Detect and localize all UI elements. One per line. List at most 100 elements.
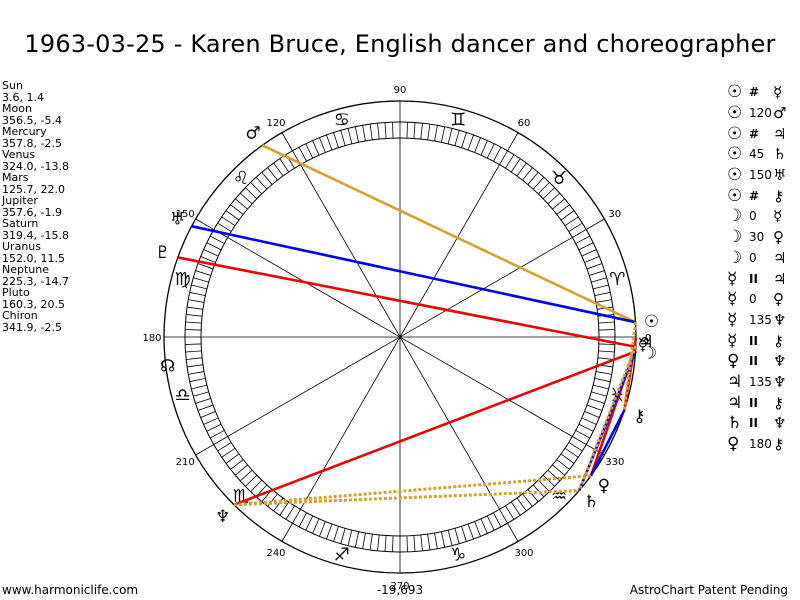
degree-tick — [354, 531, 360, 548]
aspect-planet1-glyph: ☉ — [727, 165, 743, 186]
zodiac-aries-icon: ♈ — [609, 269, 625, 290]
degree-tick — [586, 263, 603, 270]
aspect-symbol: II — [749, 333, 758, 348]
planet-coordinates: 152.0, 11.5 — [2, 251, 65, 265]
planet-entry: Jupiter 357.6, -1.9 — [2, 195, 69, 218]
degree-label: 210 — [176, 457, 195, 468]
degree-tick — [189, 291, 206, 297]
aspect-planet2-glyph: ♆ — [773, 414, 787, 433]
degree-tick — [542, 187, 555, 200]
degree-tick — [369, 534, 373, 550]
aspect-line — [577, 345, 638, 492]
degree-tick — [572, 436, 587, 445]
degree-tick — [510, 158, 521, 173]
degree-tick — [326, 523, 333, 540]
aspect-line — [191, 224, 636, 324]
zodiac-taurus-icon: ♉ — [551, 168, 567, 189]
planet-saturn-icon: ♄ — [584, 492, 599, 512]
degree-tick — [591, 391, 607, 397]
aspect-symbol: 135 — [749, 312, 772, 327]
degree-tick — [594, 377, 611, 383]
degree-tick — [230, 459, 244, 470]
aspect-row: ♃ II ⚷ — [727, 392, 793, 413]
aspect-planet1-glyph: ♄ — [727, 413, 743, 434]
aspect-symbol: II — [749, 395, 758, 410]
aspect-planet2-glyph: ♃ — [773, 269, 787, 288]
aspect-symbol: II — [749, 354, 758, 369]
planet-entry: Sun 3.6, 1.4 — [2, 80, 69, 103]
planet-entry: Moon 356.5, -5.4 — [2, 103, 69, 126]
aspect-symbol: II — [749, 416, 758, 431]
planet-chiron-icon: ⚷ — [633, 406, 645, 426]
degree-tick — [532, 484, 545, 498]
degree-tick — [586, 404, 603, 411]
degree-tick — [326, 134, 333, 151]
aspect-planet1-glyph: ☉ — [727, 144, 743, 165]
degree-tick — [532, 176, 545, 190]
degree-tick — [209, 430, 225, 439]
degree-label: 300 — [514, 548, 533, 559]
zodiac-sagittarius-icon: ♐ — [334, 544, 350, 565]
degree-tick — [598, 350, 615, 353]
aspect-row: ♃ 135 ♆ — [727, 372, 793, 393]
degree-tick — [193, 277, 209, 283]
degree-tick — [362, 125, 366, 142]
tick-ring-inner — [200, 137, 600, 537]
degree-tick — [191, 284, 208, 290]
aspect-row: ☉ 150 ♅ — [727, 165, 793, 186]
aspect-planet2-glyph: ⚷ — [773, 393, 784, 412]
degree-tick — [568, 442, 583, 452]
degree-tick — [187, 364, 203, 368]
degree-label: 240 — [266, 548, 285, 559]
aspect-planet2-glyph: ♃ — [773, 124, 787, 143]
aspect-row: ☽ 0 ♃ — [727, 248, 793, 269]
degree-tick — [406, 122, 408, 139]
planet-coordinates: 319.4, -15.8 — [2, 228, 69, 242]
degree-tick — [292, 509, 301, 524]
degree-tick — [516, 162, 527, 177]
degree-tick — [581, 417, 597, 425]
planet-name: Neptune — [2, 263, 50, 276]
degree-tick — [267, 167, 278, 181]
planet-coordinates: 357.6, -1.9 — [2, 205, 62, 219]
degree-tick — [584, 411, 600, 418]
degree-label: 60 — [518, 118, 531, 129]
aspect-symbol: 30 — [749, 230, 765, 245]
planet-moon-icon: ☽ — [642, 343, 657, 363]
degree-tick — [474, 521, 481, 537]
aspect-symbol: # — [749, 126, 760, 141]
degree-tick — [195, 270, 211, 276]
degree-tick — [185, 350, 202, 353]
planet-coordinates: 356.5, -5.4 — [2, 113, 62, 127]
degree-tick — [575, 430, 591, 439]
aspect-planet1-glyph: ☿ — [727, 330, 738, 351]
aspect-planet2-glyph: ♆ — [773, 372, 787, 391]
footer-center-value: -19,693 — [376, 583, 424, 597]
degree-tick — [591, 277, 607, 283]
degree-tick — [447, 529, 453, 546]
planet-name: Venus — [2, 148, 36, 161]
degree-tick — [592, 384, 609, 390]
degree-label: 150 — [176, 209, 195, 220]
planet-sun-icon: ☉ — [644, 312, 659, 332]
degree-tick — [285, 505, 295, 520]
zodiac-virgo-icon: ♍ — [175, 269, 191, 290]
degree-tick — [505, 154, 515, 169]
zodiac-cancer-icon: ♋ — [334, 110, 350, 131]
degree-label: 120 — [266, 118, 285, 129]
planet-name: Mercury — [2, 125, 47, 138]
degree-tick — [377, 123, 380, 140]
degree-tick — [312, 140, 320, 156]
degree-tick — [595, 371, 612, 375]
degree-tick — [347, 128, 353, 145]
degree-tick — [486, 143, 495, 159]
degree-tick — [200, 411, 216, 418]
aspect-row: ☿ II ⚷ — [727, 330, 793, 351]
planet-entry: Mars 125.7, 22.0 — [2, 172, 69, 195]
chart-title: 1963-03-25 - Karen Bruce, English dancer… — [24, 30, 776, 58]
planet-entry: Mercury 357.8, -2.5 — [2, 126, 69, 149]
aspect-row: ☽ 0 ☿ — [727, 206, 793, 227]
website-footer: www.harmoniclife.com — [2, 583, 139, 597]
planet-name: Uranus — [2, 240, 41, 253]
aspect-symbol: 0 — [749, 292, 757, 307]
